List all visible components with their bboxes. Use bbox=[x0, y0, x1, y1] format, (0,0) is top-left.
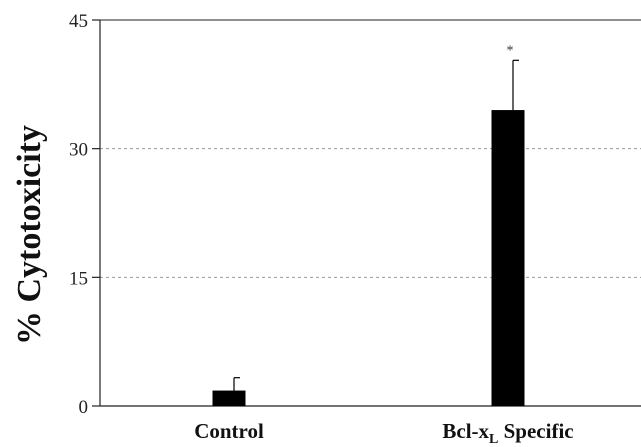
y-tick-label: 0 bbox=[79, 397, 89, 418]
bar bbox=[212, 390, 246, 406]
y-tick-label: 15 bbox=[69, 268, 88, 289]
axes bbox=[99, 19, 641, 407]
bar bbox=[491, 110, 525, 407]
y-axis-label: % Cytotoxicity bbox=[11, 125, 48, 345]
bars: * bbox=[212, 43, 525, 407]
x-category-label: Control bbox=[194, 419, 264, 443]
gridlines bbox=[100, 148, 641, 278]
x-category-label: Bcl-xL Specific bbox=[442, 419, 573, 447]
y-ticks: 0 15 30 45 bbox=[69, 11, 100, 418]
y-tick-label: 45 bbox=[69, 11, 88, 32]
x-category-labels: Control Bcl-xL Specific bbox=[194, 419, 573, 447]
y-tick-label: 30 bbox=[69, 140, 88, 161]
significance-marker: * bbox=[507, 43, 514, 58]
